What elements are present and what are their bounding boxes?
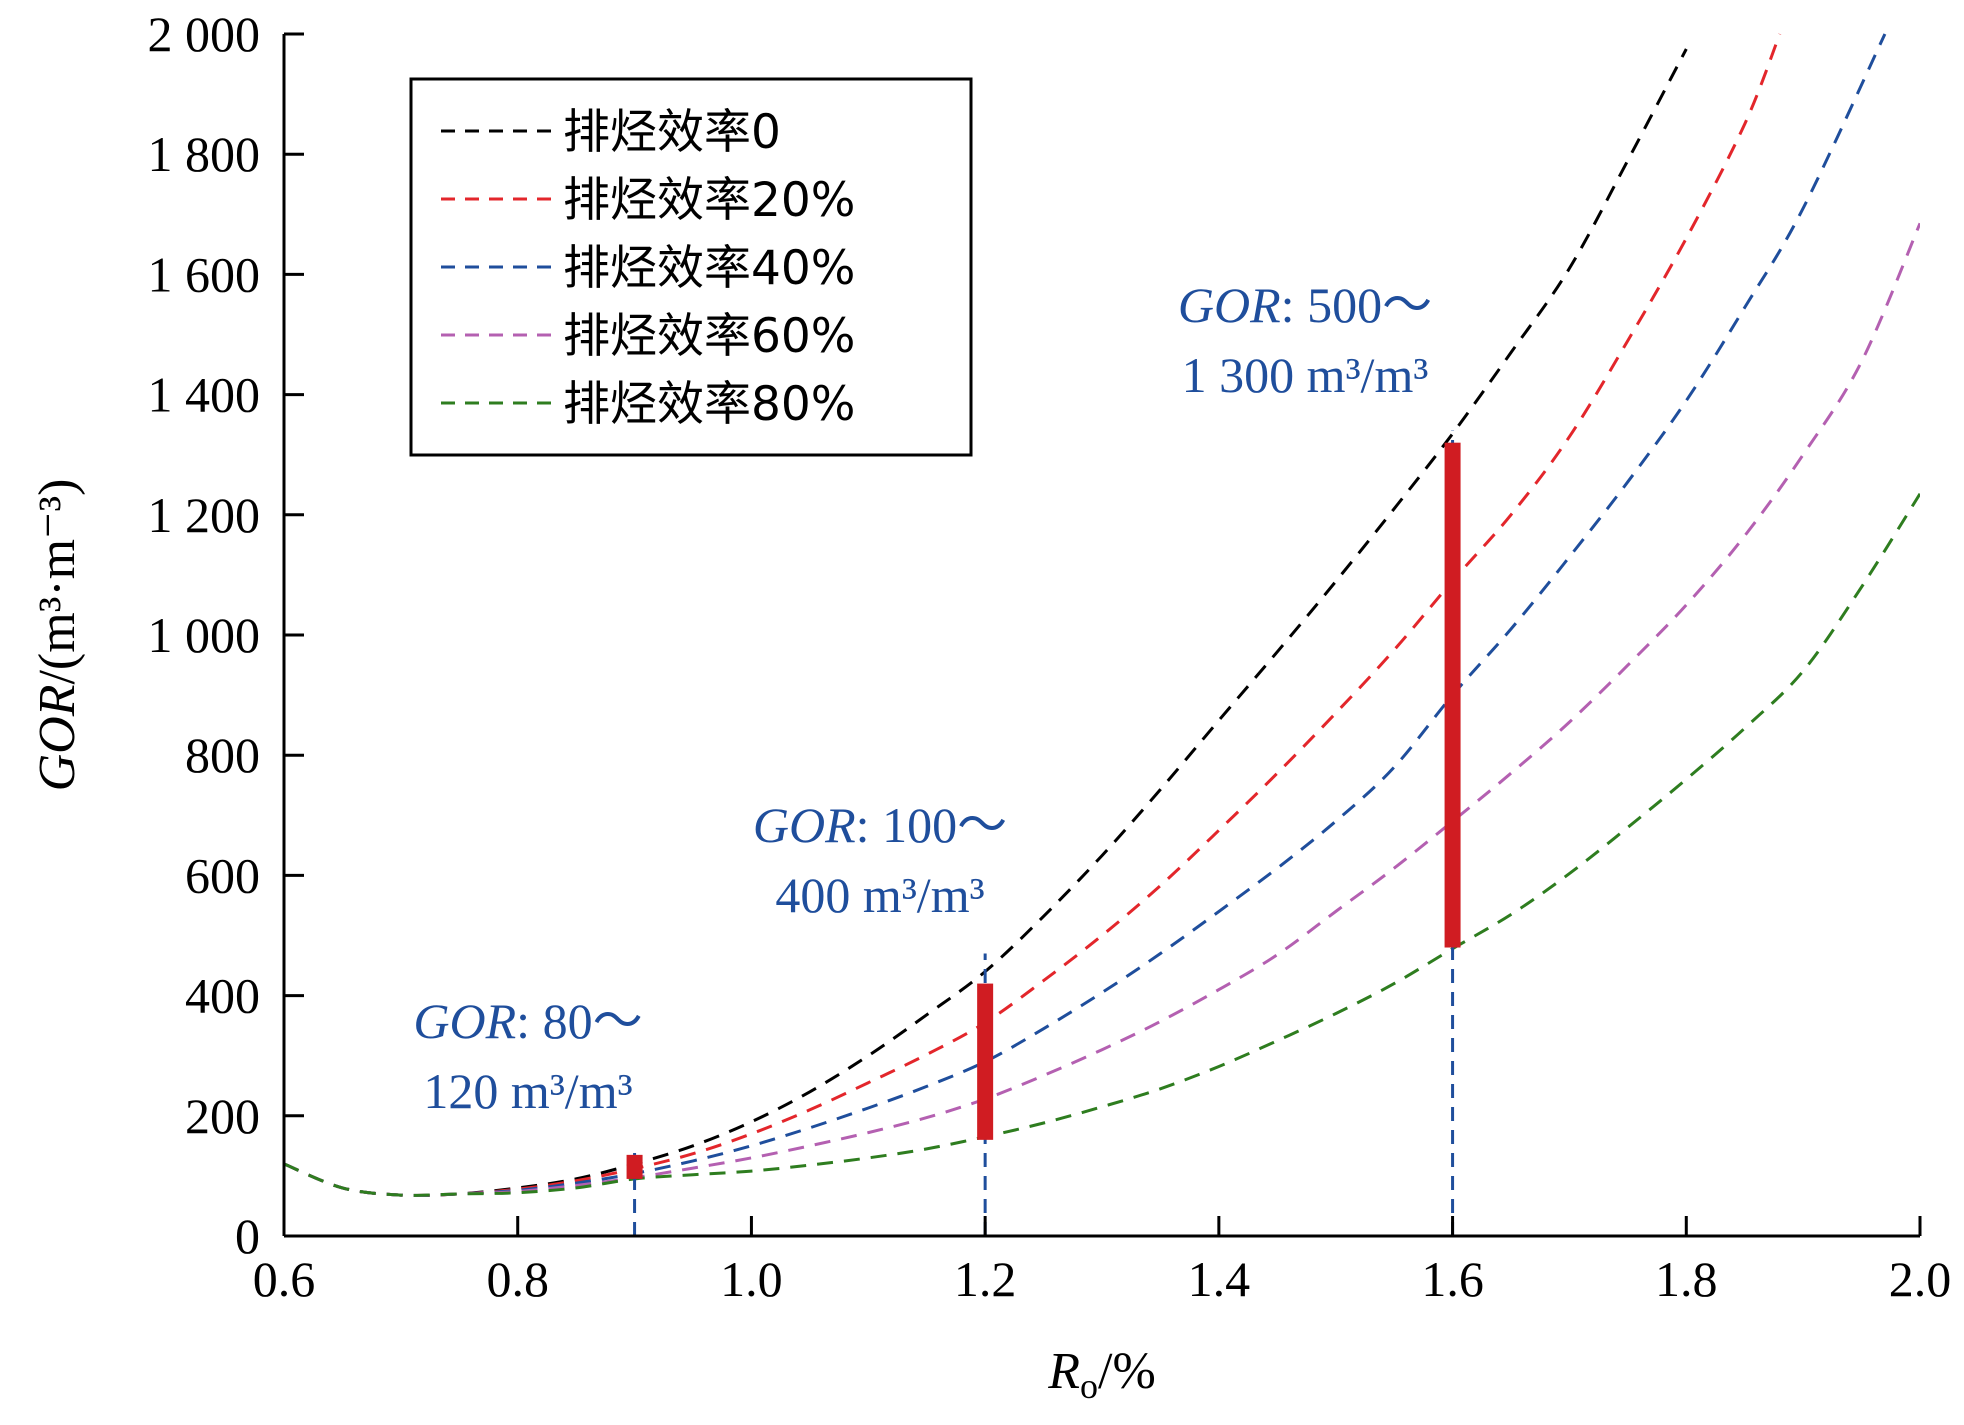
- y-tick-label: 2 000: [148, 6, 261, 62]
- y-tick-label: 1 800: [148, 126, 261, 182]
- x-tick-label: 1.2: [954, 1251, 1017, 1307]
- series-line-3: [284, 222, 1920, 1197]
- legend-label-0: 排烃效率0: [563, 105, 781, 160]
- axis-layer: 0.6 0.8 1.0 1.2 1.4 1.6 1.8 2.0 0 200 400 600 800 1 0…: [29, 6, 1951, 1406]
- annotation-range-end-1: 400 m³/m³: [775, 867, 984, 923]
- range-bar-1: [977, 983, 994, 1140]
- y-tick-label: 600: [185, 847, 260, 903]
- y-tick-label: 1 400: [148, 367, 261, 423]
- legend: 排烃效率0 排烃效率20% 排烃效率40% 排烃效率60% 排烃效率80%: [409, 77, 973, 457]
- y-tick-label: 1 200: [148, 487, 261, 543]
- x-tick-label: 1.0: [720, 1251, 783, 1307]
- legend-box: [409, 77, 973, 457]
- series-line-4: [284, 493, 1920, 1197]
- annotation-range-start: : 100～: [856, 797, 1007, 853]
- annotation-gor-label: GOR: [753, 797, 856, 853]
- y-axis-title: GOR/(m³·m⁻³): [29, 479, 86, 792]
- plot-layer: [284, 33, 1920, 1236]
- range-bar-0: [626, 1154, 643, 1179]
- y-tick-label: 0: [235, 1208, 260, 1264]
- y-axis-title-suffix: /(m³·m⁻³): [29, 479, 86, 685]
- annotation-gor-label: GOR: [1178, 277, 1281, 333]
- y-tick-label: 1 000: [148, 607, 261, 663]
- x-tick-label: 1.8: [1655, 1251, 1718, 1307]
- annotation-title-1: GOR: 100～: [753, 797, 1007, 853]
- x-tick-label: 0.8: [486, 1251, 549, 1307]
- series-line-1: [284, 33, 1782, 1197]
- legend-label-3: 排烃效率60%: [563, 309, 855, 364]
- legend-label-1: 排烃效率20%: [563, 173, 855, 228]
- annotation-range-end-2: 1 300 m³/m³: [1182, 347, 1429, 403]
- y-axis-title-symbol: GOR: [29, 685, 86, 792]
- range-bar-2: [1444, 442, 1461, 948]
- x-tick-label: 1.4: [1188, 1251, 1251, 1307]
- x-tick-label: 0.6: [253, 1251, 316, 1307]
- legend-label-4: 排烃效率80%: [563, 377, 855, 432]
- x-axis-title-symbol: R: [1047, 1343, 1080, 1400]
- annotation-range-start: : 500～: [1281, 277, 1432, 333]
- x-tick-label: 2.0: [1889, 1251, 1952, 1307]
- annotation-title-2: GOR: 500～: [1178, 277, 1432, 333]
- y-tick-label: 800: [185, 727, 260, 783]
- y-tick-label: 200: [185, 1088, 260, 1144]
- annotation-gor-label: GOR: [413, 993, 516, 1049]
- series-line-2: [284, 33, 1887, 1197]
- annotation-range-end-0: 120 m³/m³: [423, 1063, 632, 1119]
- x-tick-label: 1.6: [1421, 1251, 1484, 1307]
- y-tick-label: 400: [185, 968, 260, 1024]
- x-axis-title-subscript: o: [1080, 1366, 1098, 1406]
- annotation-range-start: : 80～: [516, 993, 642, 1049]
- y-tick-label: 1 600: [148, 246, 261, 302]
- x-axis-title: Ro/%: [1047, 1343, 1156, 1406]
- annotation-title-0: GOR: 80～: [413, 993, 642, 1049]
- x-axis-title-suffix: /%: [1098, 1343, 1156, 1400]
- legend-label-2: 排烃效率40%: [563, 241, 855, 296]
